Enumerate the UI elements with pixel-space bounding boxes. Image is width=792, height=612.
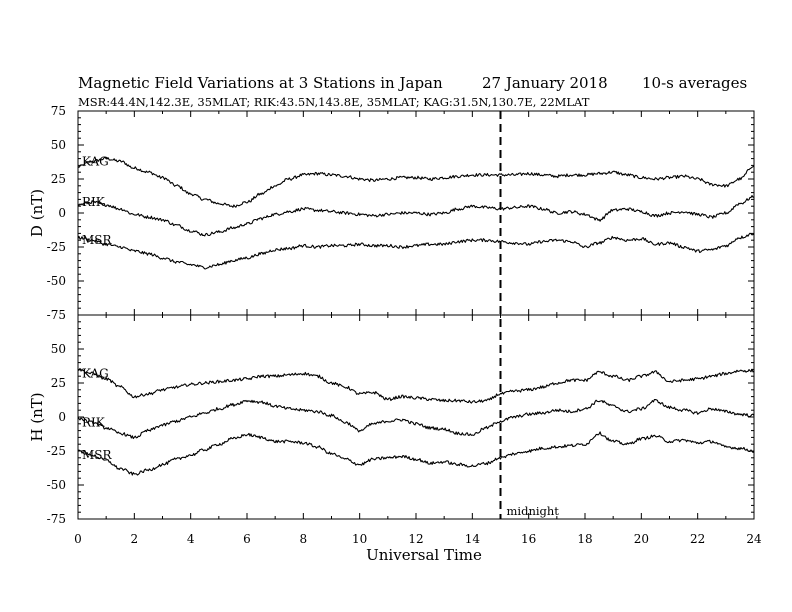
- y-tick-label: -50: [47, 274, 66, 288]
- chart-averaging: 10-s averages: [642, 74, 747, 92]
- plot-area: -75 -50 -25 0 25 50 75 D (nT) KAG RIK MSR -75 -50 -25…: [28, 104, 762, 546]
- series-line-kag: [78, 367, 755, 404]
- y-axis-label: H (nT): [28, 392, 46, 441]
- x-axis-label: Universal Time: [366, 546, 482, 564]
- series-line-rik: [77, 399, 755, 440]
- y-axis-label: D (nT): [28, 189, 46, 237]
- x-tick-label: 2: [131, 532, 139, 546]
- y-tick-label: 0: [58, 206, 66, 220]
- x-tick-label: 20: [634, 532, 649, 546]
- stations-info: MSR:44.4N,142.3E, 35MLAT; RIK:43.5N,143.…: [78, 95, 590, 109]
- series-label-kag: KAG: [82, 366, 109, 380]
- x-tick-label: 6: [243, 532, 251, 546]
- y-tick-label: 0: [58, 410, 66, 424]
- y-tick-label: -75: [47, 512, 66, 526]
- x-tick-label: 4: [187, 532, 195, 546]
- x-tick-label: 8: [300, 532, 308, 546]
- y-tick-label: 25: [51, 376, 66, 390]
- series-label-msr: MSR: [82, 233, 113, 247]
- series-line-msr: [77, 232, 755, 270]
- y-tick-label: 75: [51, 104, 66, 118]
- y-tick-label: 50: [51, 138, 66, 152]
- x-tick-label: 14: [465, 532, 481, 546]
- x-tick-label: 16: [521, 532, 536, 546]
- x-tick-label: 12: [408, 532, 423, 546]
- chart-date: 27 January 2018: [482, 74, 608, 92]
- y-tick-label: -75: [47, 308, 66, 322]
- series-line-rik: [77, 195, 755, 237]
- panel-frame: [77, 314, 755, 520]
- y-tick-label: -25: [47, 444, 66, 458]
- series-label-rik: RIK: [82, 195, 106, 209]
- series-label-kag: KAG: [82, 154, 109, 168]
- panel-d: -75 -50 -25 0 25 50 75 D (nT) KAG RIK MSR: [28, 104, 755, 322]
- x-tick-label: 10: [352, 532, 367, 546]
- x-tick-label: 24: [746, 532, 762, 546]
- series-label-rik: RIK: [82, 415, 106, 429]
- y-tick-label: -50: [47, 478, 66, 492]
- panel-frame: [77, 110, 755, 316]
- series-label-msr: MSR: [82, 448, 113, 462]
- series-line-msr: [77, 431, 755, 476]
- y-tick-label: 25: [51, 172, 66, 186]
- y-tick-label: 50: [51, 342, 66, 356]
- x-tick-label: 0: [74, 532, 82, 546]
- y-tick-label: -25: [47, 240, 66, 254]
- chart-title: Magnetic Field Variations at 3 Stations …: [78, 74, 443, 92]
- x-tick-label: 18: [577, 532, 592, 546]
- series-line-kag: [77, 156, 755, 208]
- midnight-label: midnight: [507, 504, 560, 518]
- x-tick-label: 22: [690, 532, 705, 546]
